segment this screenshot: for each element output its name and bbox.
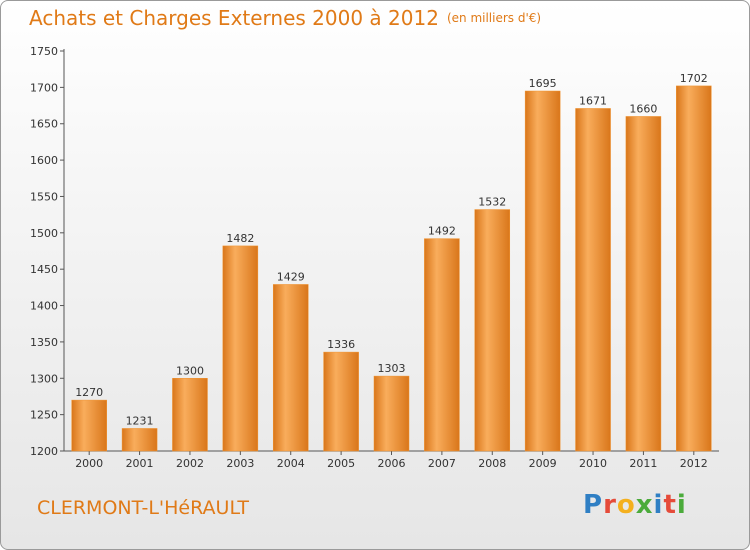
chart-bars: 1270 1231 1300 1482 1429 1336 1303 1492 1532 1695… <box>71 72 712 452</box>
chart-title-text: Achats et Charges Externes 2000 à 2012 <box>29 6 439 30</box>
y-tick-label: 1700 <box>30 81 58 94</box>
logo-letter: r <box>603 490 617 520</box>
data-label: 1695 <box>529 77 557 90</box>
bar <box>524 90 561 452</box>
chart-subtitle: (en milliers d'€) <box>446 11 542 25</box>
y-tick-label: 1600 <box>30 154 58 167</box>
y-tick-label: 1250 <box>30 409 58 422</box>
x-tick-label: 2005 <box>327 457 355 470</box>
bar <box>172 378 208 452</box>
x-tick-label: 2000 <box>75 457 103 470</box>
x-tick-label: 2003 <box>226 457 254 470</box>
data-label: 1336 <box>327 338 355 351</box>
x-tick-label: 2001 <box>126 457 154 470</box>
data-label: 1300 <box>176 364 204 377</box>
y-tick-label: 1450 <box>30 263 58 276</box>
chart-title: Achats et Charges Externes 2000 à 2012 (e… <box>29 6 541 30</box>
bar <box>625 116 662 452</box>
y-tick-label: 1300 <box>30 372 58 385</box>
bar <box>676 85 712 452</box>
x-tick-label: 2007 <box>428 457 456 470</box>
y-tick-label: 1550 <box>30 190 58 203</box>
logo-letter: i <box>653 490 664 520</box>
proxiti-logo: Proxiti <box>583 490 687 520</box>
bar <box>222 245 259 452</box>
data-label: 1482 <box>226 232 254 245</box>
x-tick-label: 2009 <box>529 457 557 470</box>
logo-letter: i <box>676 490 687 520</box>
x-tick-label: 2004 <box>277 457 305 470</box>
data-label: 1270 <box>75 386 103 399</box>
x-tick-label: 2012 <box>680 457 708 470</box>
data-label: 1303 <box>378 362 406 375</box>
bar <box>373 375 410 452</box>
data-label: 1660 <box>629 102 657 115</box>
y-tick-label: 1400 <box>30 300 58 313</box>
bar <box>575 108 611 452</box>
data-label: 1702 <box>680 72 708 85</box>
data-label: 1532 <box>478 196 506 209</box>
chart-axes: 1200 1250 1300 1350 1400 1450 1500 1550 1600 1650… <box>30 45 719 470</box>
y-tick-label: 1350 <box>30 336 58 349</box>
y-tick-label: 1750 <box>30 45 58 58</box>
bar <box>121 428 158 452</box>
bar <box>272 284 309 452</box>
x-tick-label: 2002 <box>176 457 204 470</box>
logo-letter: t <box>663 490 677 520</box>
logo-letter: x <box>635 490 654 520</box>
bar <box>424 238 460 452</box>
data-label: 1671 <box>579 94 607 107</box>
logo-letter: P <box>583 490 604 520</box>
data-label: 1492 <box>428 225 456 238</box>
data-label: 1429 <box>277 270 305 283</box>
bar <box>323 351 359 452</box>
x-tick-label: 2011 <box>629 457 657 470</box>
y-tick-label: 1500 <box>30 227 58 240</box>
x-tick-label: 2006 <box>378 457 406 470</box>
logo-letter: o <box>616 490 636 520</box>
y-tick-label: 1200 <box>30 445 58 458</box>
data-label: 1231 <box>126 414 154 427</box>
x-tick-label: 2010 <box>579 457 607 470</box>
commune-name: CLERMONT-L'HéRAULT <box>37 497 250 519</box>
x-tick-label: 2008 <box>478 457 506 470</box>
y-tick-label: 1650 <box>30 118 58 131</box>
bar <box>474 209 511 452</box>
bar <box>71 399 107 452</box>
